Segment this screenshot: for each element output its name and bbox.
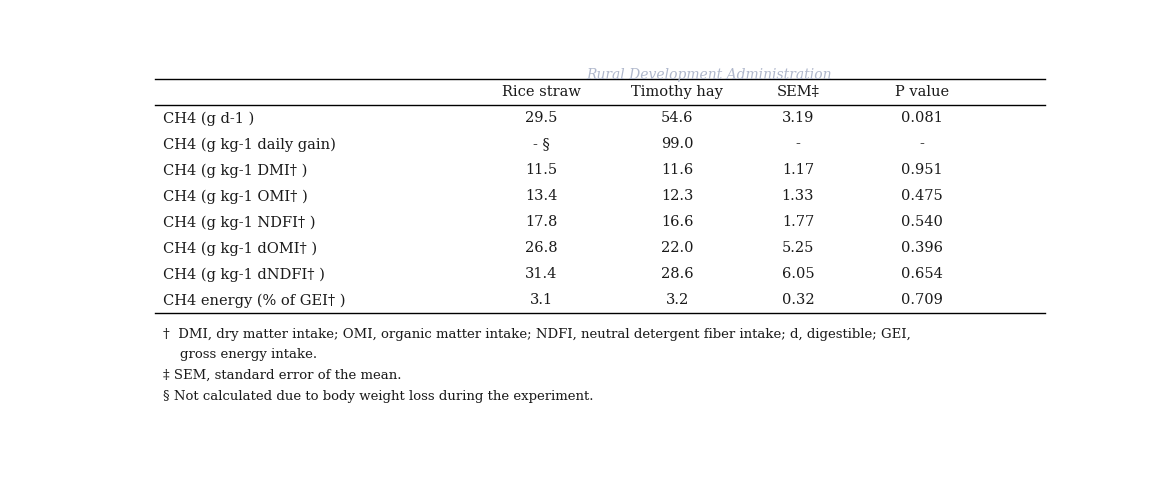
Text: CH4 (g kg-1 DMI† ): CH4 (g kg-1 DMI† ) <box>163 163 307 178</box>
Text: CH4 (g d-1 ): CH4 (g d-1 ) <box>163 111 254 126</box>
Text: 11.5: 11.5 <box>525 163 557 177</box>
Text: -: - <box>920 137 925 151</box>
Text: 0.709: 0.709 <box>902 294 944 307</box>
Text: 1.33: 1.33 <box>782 189 814 204</box>
Text: 6.05: 6.05 <box>782 267 814 281</box>
Text: ‡ SEM, standard error of the mean.: ‡ SEM, standard error of the mean. <box>163 369 402 382</box>
Text: 3.19: 3.19 <box>782 112 814 125</box>
Text: 11.6: 11.6 <box>662 163 693 177</box>
Text: 0.32: 0.32 <box>782 294 814 307</box>
Text: 26.8: 26.8 <box>525 242 557 255</box>
Text: CH4 (g kg-1 NDFI† ): CH4 (g kg-1 NDFI† ) <box>163 215 315 229</box>
Text: § Not calculated due to body weight loss during the experiment.: § Not calculated due to body weight loss… <box>163 390 594 403</box>
Text: CH4 (g kg-1 OMI† ): CH4 (g kg-1 OMI† ) <box>163 189 308 204</box>
Text: 1.77: 1.77 <box>782 215 814 229</box>
Text: -: - <box>795 137 801 151</box>
Text: - §: - § <box>533 137 549 151</box>
Text: CH4 (g kg-1 dOMI† ): CH4 (g kg-1 dOMI† ) <box>163 241 317 256</box>
Text: Rice straw: Rice straw <box>501 85 581 99</box>
Text: CH4 energy (% of GEI† ): CH4 energy (% of GEI† ) <box>163 293 345 308</box>
Text: 0.654: 0.654 <box>902 267 944 281</box>
Text: 17.8: 17.8 <box>525 215 557 229</box>
Text: 3.1: 3.1 <box>529 294 553 307</box>
Text: gross energy intake.: gross energy intake. <box>163 348 317 361</box>
Text: 13.4: 13.4 <box>525 189 557 204</box>
Text: 1.17: 1.17 <box>782 163 814 177</box>
Text: 0.081: 0.081 <box>902 112 944 125</box>
Text: 54.6: 54.6 <box>660 112 693 125</box>
Text: 31.4: 31.4 <box>525 267 557 281</box>
Text: 12.3: 12.3 <box>662 189 693 204</box>
Text: 29.5: 29.5 <box>525 112 557 125</box>
Text: 28.6: 28.6 <box>660 267 693 281</box>
Text: Timothy hay: Timothy hay <box>631 85 724 99</box>
Text: CH4 (g kg-1 daily gain): CH4 (g kg-1 daily gain) <box>163 137 336 151</box>
Text: 0.475: 0.475 <box>902 189 943 204</box>
Text: Rural Development Administration: Rural Development Administration <box>587 68 831 82</box>
Text: 99.0: 99.0 <box>660 137 693 151</box>
Text: P value: P value <box>896 85 950 99</box>
Text: †  DMI, dry matter intake; OMI, organic matter intake; NDFI, neutral detergent f: † DMI, dry matter intake; OMI, organic m… <box>163 328 911 341</box>
Text: 22.0: 22.0 <box>660 242 693 255</box>
Text: CH4 (g kg-1 dNDFI† ): CH4 (g kg-1 dNDFI† ) <box>163 267 324 281</box>
Text: 3.2: 3.2 <box>665 294 689 307</box>
Text: 0.396: 0.396 <box>902 242 944 255</box>
Text: 16.6: 16.6 <box>660 215 693 229</box>
Text: 0.951: 0.951 <box>902 163 943 177</box>
Text: 0.540: 0.540 <box>902 215 944 229</box>
Text: SEM‡: SEM‡ <box>776 85 820 99</box>
Text: 5.25: 5.25 <box>782 242 814 255</box>
